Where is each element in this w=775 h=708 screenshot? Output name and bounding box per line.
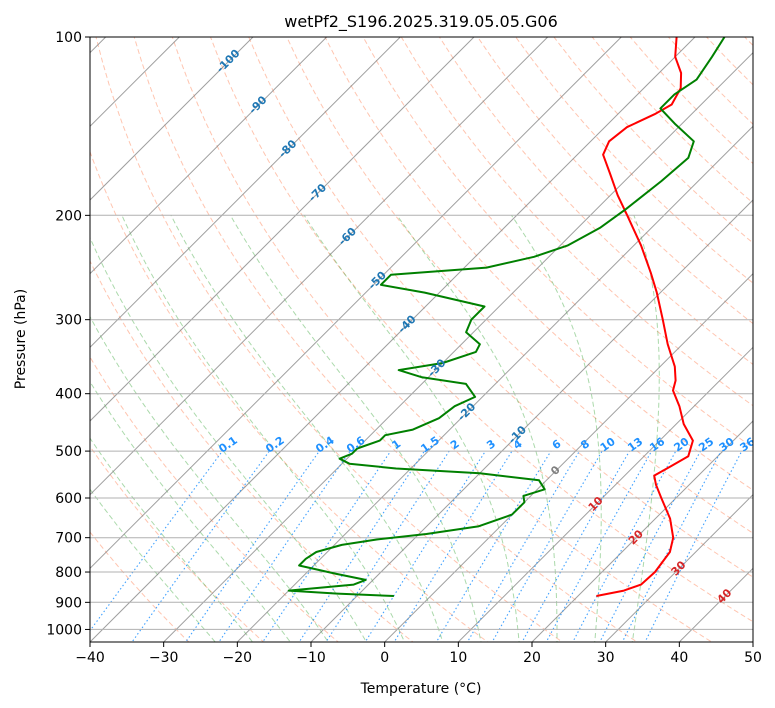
x-tick-label: 50 bbox=[744, 650, 762, 666]
background-lines bbox=[90, 37, 753, 642]
dry-adiabat bbox=[248, 37, 753, 578]
y-axis: 100 200 300 400 500 600 700 800 900 1000 bbox=[46, 30, 90, 638]
x-tick-label: −40 bbox=[75, 650, 105, 666]
temperature-line bbox=[596, 37, 694, 597]
moist-adiabat bbox=[90, 488, 216, 642]
isotherm bbox=[163, 51, 753, 642]
isotherm bbox=[90, 37, 622, 570]
x-tick-label: 0 bbox=[380, 650, 389, 666]
y-tick-label: 500 bbox=[55, 444, 82, 460]
isotherm bbox=[90, 37, 254, 201]
moist-adiabat bbox=[511, 215, 602, 642]
dry-adiabat bbox=[133, 37, 638, 642]
sounding-traces bbox=[287, 37, 726, 597]
moist-adiabat bbox=[90, 315, 329, 642]
dry-adiabat bbox=[90, 531, 190, 642]
plot-frame bbox=[89, 36, 754, 643]
dry-adiabat bbox=[477, 37, 753, 325]
isotherm bbox=[457, 346, 753, 642]
x-tick-label: 10 bbox=[449, 650, 467, 666]
isotherm bbox=[90, 37, 549, 496]
dry-adiabat bbox=[90, 445, 265, 642]
y-axis-label: Pressure (hPa) bbox=[13, 289, 29, 389]
y-tick-label: 1000 bbox=[46, 622, 82, 638]
y-tick-label: 900 bbox=[55, 595, 82, 611]
x-tick-label: −20 bbox=[223, 650, 253, 666]
isotherm bbox=[236, 125, 753, 642]
moist-adiabat bbox=[396, 215, 558, 642]
x-tick-label: 20 bbox=[523, 650, 541, 666]
y-tick-label: 100 bbox=[55, 30, 82, 46]
y-tick-label: 600 bbox=[55, 491, 82, 507]
dry-adiabat bbox=[400, 37, 753, 407]
moist-adiabat bbox=[121, 215, 406, 642]
dewpoint-line bbox=[287, 37, 726, 597]
chart-title: wetPf2_S196.2025.319.05.05.G06 bbox=[284, 12, 558, 32]
dry-adiabat bbox=[95, 37, 564, 642]
isotherm bbox=[605, 493, 753, 642]
x-tick-label: −10 bbox=[296, 650, 326, 666]
x-tick-label: 30 bbox=[597, 650, 615, 666]
dry-adiabat bbox=[90, 259, 414, 642]
y-tick-label: 800 bbox=[55, 565, 82, 581]
x-tick-label: 40 bbox=[670, 650, 688, 666]
moist-adiabat bbox=[631, 215, 660, 642]
isotherm bbox=[310, 199, 753, 642]
isotherm bbox=[90, 37, 475, 422]
moist-adiabat bbox=[303, 215, 520, 642]
isotherm bbox=[90, 37, 696, 642]
dry-adiabat bbox=[171, 37, 713, 642]
y-tick-label: 700 bbox=[55, 531, 82, 547]
isotherm bbox=[90, 37, 328, 275]
moist-adiabat bbox=[90, 437, 254, 642]
isotherm bbox=[90, 37, 401, 349]
x-tick-label: −30 bbox=[149, 650, 179, 666]
y-tick-label: 300 bbox=[55, 313, 82, 329]
dry-adiabat bbox=[209, 37, 753, 623]
y-tick-label: 400 bbox=[55, 387, 82, 403]
dry-adiabat bbox=[515, 37, 753, 284]
moist-adiabat bbox=[90, 236, 367, 642]
moist-adiabat bbox=[230, 215, 482, 642]
isotherm bbox=[531, 420, 753, 642]
dry-adiabat bbox=[362, 37, 753, 449]
x-axis-label: Temperature (°C) bbox=[360, 681, 482, 697]
y-tick-label: 200 bbox=[55, 208, 82, 224]
isotherm bbox=[384, 272, 753, 642]
x-axis: −40 −30 −20 −10 0 10 20 30 40 50 bbox=[75, 642, 762, 666]
